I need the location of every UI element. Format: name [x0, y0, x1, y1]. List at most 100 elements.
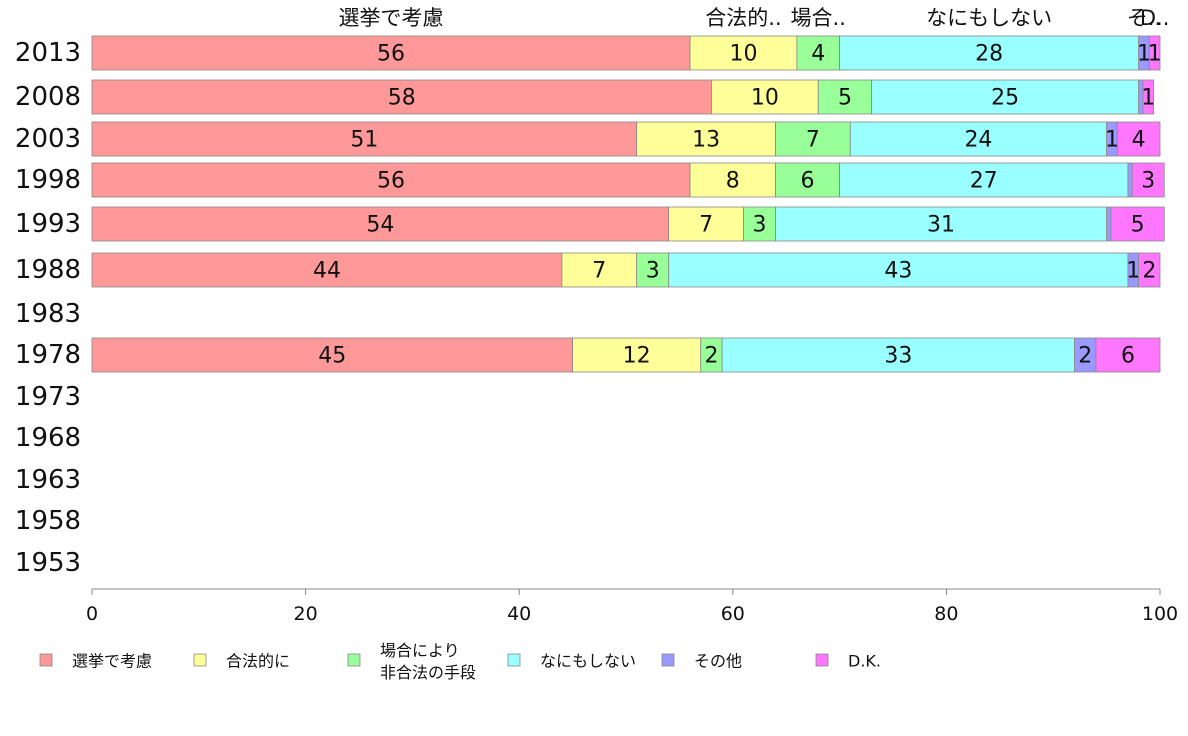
category-label: 1993: [15, 209, 81, 239]
data-label: 3: [1141, 169, 1155, 194]
bar-segment: [1106, 206, 1112, 242]
bar-segment: [561, 252, 638, 288]
series-top-label: 合法的..: [705, 6, 781, 30]
bar-segment: [839, 162, 1129, 198]
bar-segment: [1138, 252, 1161, 288]
bar-segment: [721, 337, 1075, 373]
data-label: 1: [1141, 86, 1155, 111]
data-label: 44: [313, 259, 341, 284]
bar-segment: [91, 121, 638, 157]
category-label: 2013: [15, 38, 81, 68]
data-label: 2: [1142, 259, 1156, 284]
category-label: 2003: [15, 124, 81, 154]
bar-segment: [91, 35, 691, 71]
data-label: 1: [1148, 42, 1162, 67]
bar-segment: [91, 162, 691, 198]
bar-segment: [636, 121, 776, 157]
x-tick-label: 0: [86, 603, 98, 625]
data-label: 3: [646, 259, 660, 284]
bar-segment: [1131, 162, 1165, 198]
data-label: 1: [1105, 128, 1119, 153]
data-label: 8: [726, 169, 740, 194]
category-label: 1958: [15, 506, 81, 536]
data-label: 51: [350, 128, 378, 153]
data-label: 1: [1137, 42, 1151, 67]
data-label: 7: [592, 259, 606, 284]
data-label: 5: [838, 86, 852, 111]
bar-segment: [1110, 206, 1165, 242]
series-top-label: 選挙で考慮: [339, 6, 444, 30]
data-label: 2: [1078, 344, 1092, 369]
bar-segment: [91, 252, 563, 288]
legend-label: 選挙で考慮: [72, 652, 152, 671]
bar-segment: [91, 206, 670, 242]
data-label: 1: [1126, 259, 1140, 284]
series-top-label: D..: [1140, 6, 1170, 30]
bar-segment: [689, 35, 798, 71]
data-label: 25: [991, 86, 1019, 111]
data-label: 3: [753, 213, 767, 238]
x-tick-label: 60: [721, 603, 745, 625]
legend-swatch: [815, 653, 829, 667]
bar-segment: [775, 162, 841, 198]
category-label: 1973: [15, 382, 81, 412]
data-label: 56: [377, 42, 405, 67]
bar-segment: [839, 35, 1140, 71]
bar-segment: [775, 121, 851, 157]
bar-segment: [1142, 79, 1154, 115]
x-tick-label: 20: [294, 603, 318, 625]
legend-swatch: [347, 653, 361, 667]
bar-segment: [1127, 162, 1133, 198]
bar-segment: [1148, 35, 1161, 71]
legend-swatch: [39, 653, 53, 667]
bar-segment: [1095, 337, 1161, 373]
data-label: 10: [751, 86, 779, 111]
data-label: 33: [884, 344, 912, 369]
legend-swatch: [507, 653, 521, 667]
data-label: 6: [801, 169, 815, 194]
legend-label: なにもしない: [540, 652, 636, 671]
bar-segment: [1116, 121, 1161, 157]
data-label: 24: [964, 128, 992, 153]
category-label: 2008: [15, 82, 81, 112]
data-label: 54: [366, 213, 394, 238]
bar-segment: [796, 35, 841, 71]
category-label: 1963: [15, 465, 81, 495]
category-label: 1968: [15, 423, 81, 453]
data-label: 10: [729, 42, 757, 67]
bar-segment: [689, 162, 776, 198]
data-label: 2: [704, 344, 718, 369]
data-label: 43: [884, 259, 912, 284]
x-tick-label: 80: [934, 603, 958, 625]
bar-segment: [817, 79, 873, 115]
data-label: 13: [692, 128, 720, 153]
category-label: 1978: [15, 340, 81, 370]
legend-label: D.K.: [848, 652, 881, 671]
category-label: 1988: [15, 255, 81, 285]
category-label: 1998: [15, 165, 81, 195]
legend-label: 合法的に: [226, 652, 290, 671]
bar-segment: [743, 206, 776, 242]
category-label: 1983: [15, 299, 81, 329]
legend-label: その他: [694, 652, 742, 671]
legend-swatch: [193, 653, 207, 667]
bar-segment: [668, 252, 1129, 288]
category-label: 1953: [15, 548, 81, 578]
data-label: 4: [811, 42, 825, 67]
bar-segment: [572, 337, 702, 373]
data-label: 5: [1131, 213, 1145, 238]
bar-segment: [849, 121, 1108, 157]
data-label: 12: [623, 344, 651, 369]
data-label: 45: [318, 344, 346, 369]
bar-segment: [91, 79, 712, 115]
legend-swatch: [661, 653, 675, 667]
data-label: 31: [927, 213, 955, 238]
data-label: 27: [970, 169, 998, 194]
x-tick-label: 40: [507, 603, 531, 625]
series-top-label: 場合..: [791, 6, 846, 30]
data-label: 28: [975, 42, 1003, 67]
x-tick-label: 100: [1142, 603, 1178, 625]
bar-segment: [668, 206, 744, 242]
data-label: 58: [388, 86, 416, 111]
bar-segment: [711, 79, 819, 115]
